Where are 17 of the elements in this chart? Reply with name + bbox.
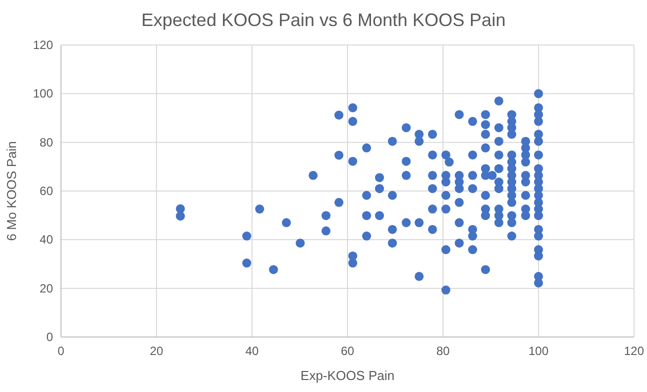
y-tick-label: 20 <box>40 281 54 296</box>
x-tick-label: 120 <box>624 344 644 358</box>
x-tick-label: 100 <box>528 344 549 358</box>
x-tick-label: 80 <box>436 344 450 358</box>
x-axis-title: Exp-KOOS Pain <box>300 368 394 383</box>
y-tick-label: 40 <box>40 232 54 247</box>
chart-title: Expected KOOS Pain vs 6 Month KOOS Pain <box>141 10 506 30</box>
y-tick-label: 100 <box>32 86 54 101</box>
y-tick-label: 0 <box>46 330 54 344</box>
y-tick-label: 120 <box>32 38 54 52</box>
y-tick-label: 80 <box>40 135 54 150</box>
y-axis-title: 6 Mo KOOS Pain <box>4 141 19 241</box>
x-tick-label: 60 <box>340 344 354 358</box>
x-tick-label: 0 <box>58 344 65 358</box>
x-tick-label: 20 <box>150 344 164 358</box>
y-tick-label: 60 <box>40 184 54 198</box>
x-tick-label: 40 <box>245 344 259 358</box>
